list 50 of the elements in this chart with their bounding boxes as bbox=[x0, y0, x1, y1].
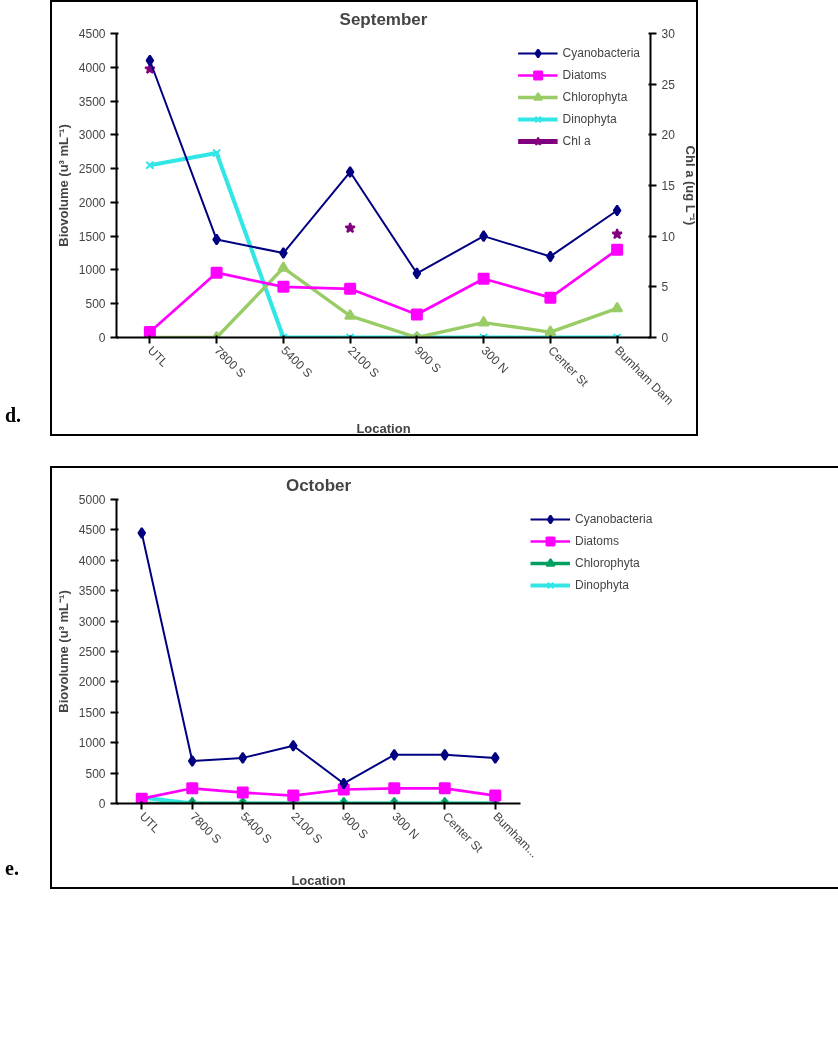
x-axis-title: Location bbox=[291, 873, 346, 889]
y-tick-label: 1500 bbox=[78, 705, 106, 720]
y-tick-label: 3000 bbox=[78, 128, 106, 143]
y-tick-label: 2000 bbox=[78, 675, 106, 690]
legend-label: Cyanobacteria bbox=[575, 512, 653, 526]
y-tick-label: 4500 bbox=[78, 27, 106, 41]
y-tick-label: 2000 bbox=[78, 195, 106, 210]
legend-label: Dinophyta bbox=[575, 578, 630, 592]
y-tick-label: 0 bbox=[98, 331, 106, 345]
text: d. bbox=[5, 404, 22, 426]
legend-label: Cyanobacteria bbox=[562, 46, 640, 60]
y-axis-title: Biovolume (u³ mL⁻¹) bbox=[55, 590, 71, 713]
chart-title: September bbox=[339, 9, 428, 29]
legend-label: Diatoms bbox=[562, 68, 607, 82]
y2-tick-label: 10 bbox=[661, 229, 676, 244]
x-tick-label: 900 S bbox=[411, 343, 444, 376]
y2-tick-label: 5 bbox=[661, 280, 669, 295]
y-tick-label: 2500 bbox=[78, 162, 106, 177]
x-axis-title: Location bbox=[356, 420, 411, 436]
y2-tick-label: 15 bbox=[661, 179, 676, 193]
y2-tick-label: 20 bbox=[661, 128, 676, 143]
y-tick-label: 500 bbox=[85, 297, 106, 312]
legend-label: Chl a bbox=[562, 134, 591, 148]
chart-title: October bbox=[285, 475, 352, 495]
y-tick-label: 4000 bbox=[78, 60, 106, 75]
y-tick-label: 2500 bbox=[78, 645, 106, 659]
x-tick-label: 900 S bbox=[338, 809, 371, 842]
y-tick-label: 1500 bbox=[78, 229, 106, 244]
x-tick-label: 300 N bbox=[389, 809, 422, 843]
y-tick-label: 5000 bbox=[78, 493, 106, 507]
legend-label: Dinophyta bbox=[562, 112, 617, 126]
y2-tick-label: 25 bbox=[661, 77, 676, 92]
legend-label: Chlorophyta bbox=[562, 90, 628, 104]
legend-label: Diatoms bbox=[575, 534, 620, 548]
y-tick-label: 3500 bbox=[78, 584, 106, 599]
y-tick-label: 3500 bbox=[78, 94, 106, 109]
y-tick-label: 500 bbox=[85, 766, 106, 781]
y-tick-label: 4500 bbox=[78, 523, 106, 538]
y2-axis-title: Chl a (ug L⁻¹) bbox=[682, 145, 698, 226]
y-tick-label: 1000 bbox=[78, 263, 106, 278]
y2-tick-label: 30 bbox=[661, 27, 676, 41]
legend-label: Chlorophyta bbox=[575, 556, 640, 570]
y-tick-label: 0 bbox=[98, 797, 106, 811]
y-tick-label: 1000 bbox=[78, 736, 106, 751]
y2-tick-label: 0 bbox=[661, 331, 669, 345]
y-axis-title: Biovolume (u³ mL⁻¹) bbox=[55, 124, 71, 247]
x-tick-label: 300 N bbox=[478, 343, 512, 377]
y-tick-label: 4000 bbox=[78, 553, 106, 568]
y-tick-label: 3000 bbox=[78, 614, 106, 629]
text: e. bbox=[5, 857, 19, 879]
